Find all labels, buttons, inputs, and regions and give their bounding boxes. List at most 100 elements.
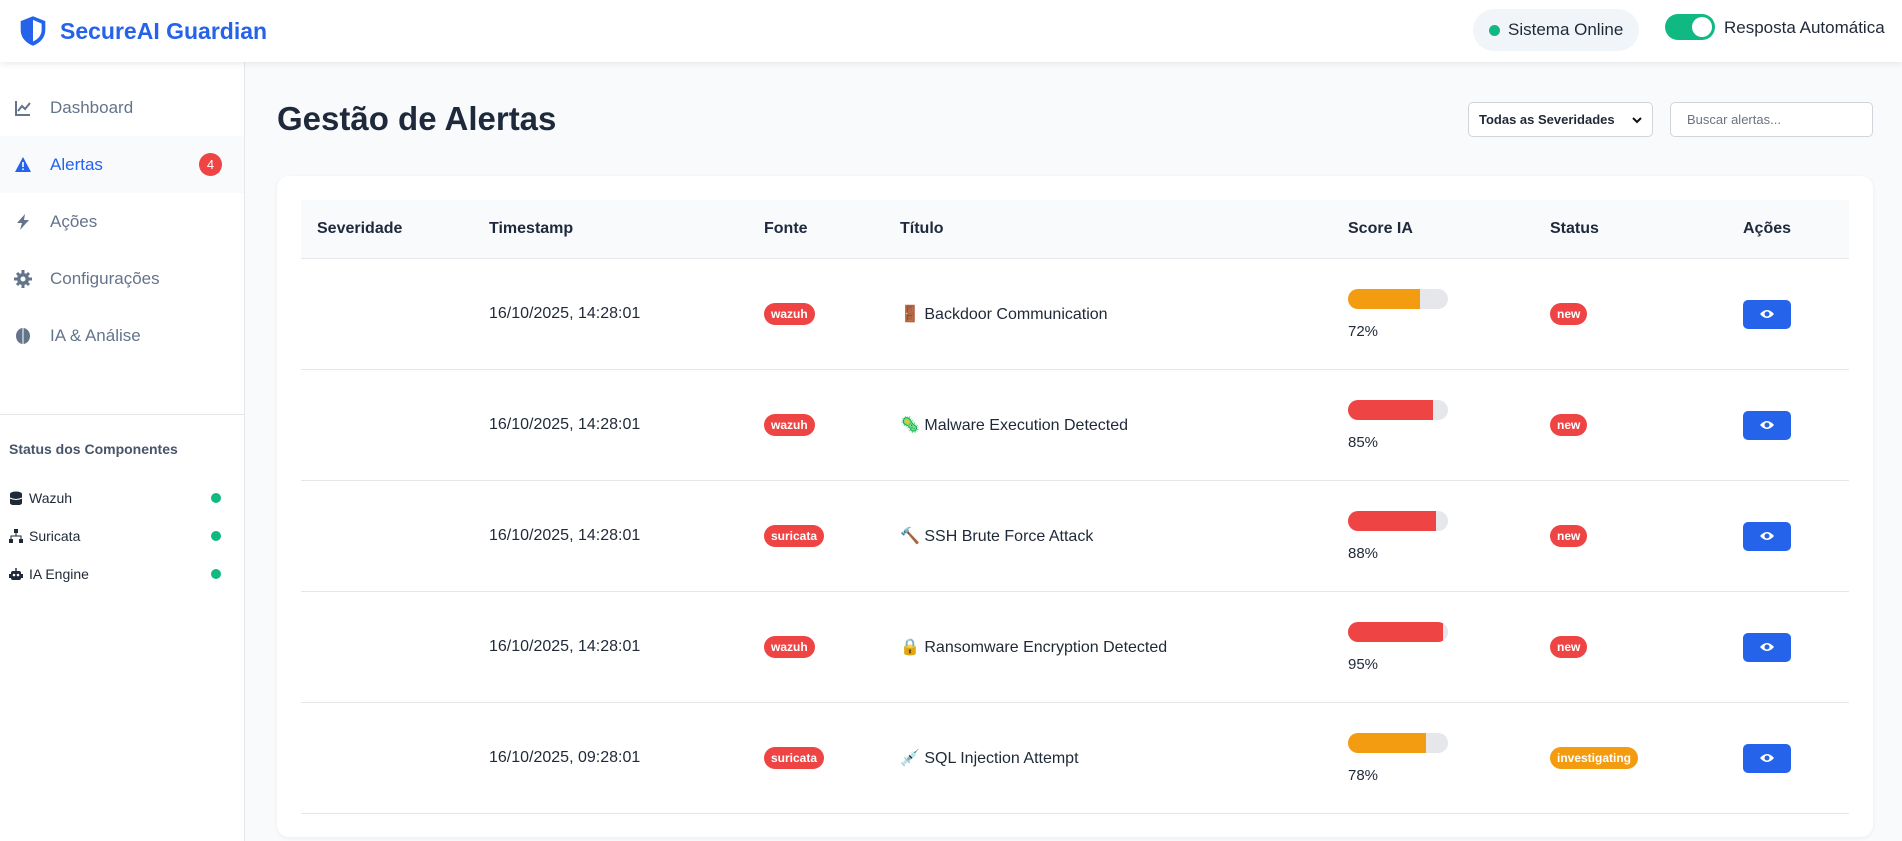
status-text: Sistema Online [1508, 20, 1624, 39]
actions-cell [1727, 259, 1849, 369]
timestamp: 16/10/2025, 14:28:01 [489, 305, 641, 322]
nav-item[interactable]: Alertas 4 [0, 136, 244, 193]
eye-icon [1760, 421, 1774, 429]
source-cell: suricata [748, 703, 884, 813]
nav-icon [16, 327, 30, 344]
component-status-dot [211, 493, 221, 503]
score-track [1348, 288, 1448, 309]
nav-icon [15, 100, 31, 116]
page-title: Gestão de Alertas [277, 100, 557, 137]
component-label: Suricata [29, 528, 81, 544]
source-badge: wazuh [764, 414, 815, 436]
status-cell: new [1534, 592, 1727, 702]
severity-cell [301, 259, 473, 369]
column-header: Score IA [1348, 220, 1413, 237]
nav-icon [17, 213, 29, 230]
title-cell: 🚪 Backdoor Communication [884, 259, 1332, 369]
score-bar [1348, 621, 1443, 642]
brand: SecureAI Guardian [60, 17, 268, 44]
score-label: 72% [1348, 322, 1379, 340]
source-cell: wazuh [748, 370, 884, 480]
score-bar [1348, 732, 1426, 753]
view-button[interactable] [1743, 299, 1791, 329]
nav-item[interactable]: Configurações [0, 250, 244, 307]
severity-cell [301, 370, 473, 480]
nav-item[interactable]: IA & Análise [0, 307, 244, 364]
score-label: 95% [1348, 655, 1379, 673]
view-button[interactable] [1743, 410, 1791, 440]
status-badge: new [1550, 303, 1588, 325]
nav-icon [15, 156, 31, 172]
view-button[interactable] [1743, 743, 1791, 773]
nav-label: Configurações [50, 268, 160, 288]
timestamp-cell: 16/10/2025, 14:28:01 [473, 370, 748, 480]
nav-item[interactable]: Dashboard [0, 79, 244, 136]
severity-cell [301, 703, 473, 813]
column-header: Fonte [764, 220, 808, 237]
component-icon [9, 529, 23, 543]
column-header: Severidade [317, 220, 403, 237]
actions-cell [1727, 703, 1849, 813]
timestamp-cell: 16/10/2025, 14:28:01 [473, 592, 748, 702]
component-item: IA Engine [9, 555, 235, 593]
score-track [1348, 732, 1448, 753]
nav-icon [14, 269, 32, 288]
score-cell: 85% [1332, 370, 1534, 480]
view-button[interactable] [1743, 632, 1791, 662]
status-badge: new [1550, 525, 1588, 547]
source-badge: suricata [764, 747, 825, 769]
alerts-table: Severidade Timestamp Fonte Título Score IA St… [301, 200, 1849, 814]
score-label: 85% [1348, 433, 1379, 451]
actions-cell [1727, 481, 1849, 591]
column-header: Status [1550, 220, 1599, 237]
logo-icon [20, 16, 46, 46]
severity-filter[interactable]: Todas as Severidades [1468, 102, 1653, 137]
search-input[interactable]: Buscar alertas... [1670, 102, 1873, 137]
score-track [1348, 399, 1448, 420]
status-badge: investigating [1550, 747, 1639, 769]
nav-item[interactable]: Ações [0, 193, 244, 250]
score-cell: 72% [1332, 259, 1534, 369]
alert-row: 16/10/2025, 09:28:01 suricata 💉 SQL Inject… [301, 703, 1849, 814]
status-dot [1489, 24, 1500, 36]
component-item: Wazuh [9, 479, 235, 517]
source-badge: suricata [764, 525, 825, 547]
timestamp-cell: 16/10/2025, 14:28:01 [473, 259, 748, 369]
alert-row: 16/10/2025, 14:28:01 wazuh 🔒 Ransomware En… [301, 592, 1849, 703]
component-label: IA Engine [29, 566, 89, 582]
header: SecureAI Guardian Sistema Online Respost… [0, 0, 1902, 62]
column-header: Título [900, 220, 944, 237]
chevron [1632, 116, 1642, 123]
nav-label: Ações [50, 211, 98, 231]
component-list: Wazuh Suricata IA Engine [9, 479, 235, 593]
auto-response-toggle[interactable] [1665, 14, 1715, 40]
alert-row: 16/10/2025, 14:28:01 suricata 🔨 SSH Brute … [301, 481, 1849, 592]
component-icon [9, 491, 23, 505]
score-label: 78% [1348, 766, 1379, 784]
auto-response-label: Resposta Automática [1724, 18, 1885, 37]
nav: Dashboard Alertas 4 Ações Configurações IA & … [0, 62, 244, 364]
component-status-dot [211, 569, 221, 579]
score-bar [1348, 399, 1433, 420]
actions-cell [1727, 592, 1849, 702]
alert-row: 16/10/2025, 14:28:01 wazuh 🦠 Malware Execu… [301, 370, 1849, 481]
eye-icon [1760, 310, 1774, 318]
alert-row: 16/10/2025, 14:28:01 wazuh 🚪 Backdoor Comm… [301, 259, 1849, 370]
view-button[interactable] [1743, 521, 1791, 551]
timestamp: 16/10/2025, 09:28:01 [489, 749, 641, 766]
title-cell: 🔨 SSH Brute Force Attack [884, 481, 1332, 591]
component-label: Wazuh [29, 490, 73, 506]
status-cell: new [1534, 259, 1727, 369]
eye-icon [1760, 643, 1774, 651]
status-badge: new [1550, 636, 1588, 658]
alert-title: 💉 SQL Injection Attempt [900, 750, 1079, 767]
source-badge: wazuh [764, 303, 815, 325]
score-cell: 88% [1332, 481, 1534, 591]
nav-label: IA & Análise [50, 325, 141, 345]
score-label: 88% [1348, 544, 1379, 562]
source-cell: suricata [748, 481, 884, 591]
sidebar: Dashboard Alertas 4 Ações Configurações IA & … [0, 62, 245, 841]
system-status: Sistema Online [1473, 9, 1640, 51]
